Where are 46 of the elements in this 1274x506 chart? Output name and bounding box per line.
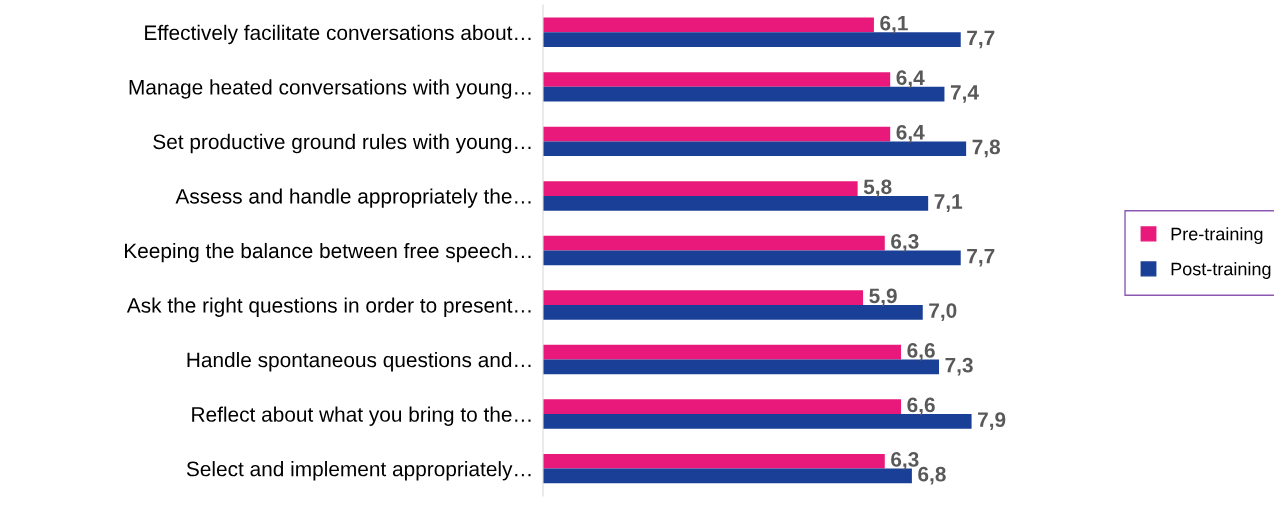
data-label: 6,6 (907, 343, 935, 361)
data-label: 6,4 (896, 70, 925, 89)
bar (543, 290, 864, 306)
y-tick-label: Assess and handle appropriately the… (175, 188, 531, 208)
bar (543, 399, 902, 415)
data-label: 7,4 (950, 85, 979, 103)
y-tick-label: Handle spontaneous questions and… (187, 351, 531, 372)
data-label: 7,9 (978, 412, 1006, 431)
y-tick-label: Effectively facilitate conversations about… (145, 24, 531, 45)
bar (543, 250, 961, 266)
y-tick-label: Ask the right questions in order to present… (126, 297, 531, 317)
data-label: 6,4 (896, 124, 925, 143)
bar (543, 305, 923, 320)
data-label: 7,7 (967, 30, 995, 49)
data-label: 6,6 (907, 397, 935, 416)
y-tick-label: Keeping the balance between free speech… (125, 242, 531, 263)
data-label: 7,1 (934, 194, 963, 212)
bar (543, 181, 858, 196)
bar (543, 235, 885, 251)
data-label: 7,8 (972, 139, 1001, 158)
data-label: 6,1 (880, 15, 908, 34)
y-tick-label: Reflect about what you bring to the… (192, 406, 531, 426)
bar (543, 86, 945, 102)
legend-label: Pre-training (1171, 227, 1263, 244)
bar (543, 453, 885, 469)
data-label: 6,3 (891, 233, 919, 252)
bar (543, 359, 940, 375)
bar (543, 32, 961, 48)
data-label: 7,3 (945, 357, 973, 376)
data-label: 5,9 (869, 288, 897, 307)
bar (543, 17, 874, 33)
bar (543, 126, 891, 142)
bar (543, 414, 972, 429)
y-tick-label: Manage heated conversations with young… (129, 79, 531, 99)
data-label: 7,0 (929, 303, 957, 321)
bar (543, 468, 912, 484)
bar (543, 72, 891, 87)
bar (543, 141, 967, 157)
bar (543, 344, 902, 360)
y-tick-label: Select and implement appropriately… (186, 461, 531, 481)
data-label: 7,7 (967, 248, 995, 267)
data-label: 5,8 (863, 179, 892, 198)
y-tick-label: Set productive ground rules with young… (153, 133, 531, 154)
data-label: 6,8 (918, 466, 946, 485)
data-label: 6,3 (891, 452, 919, 470)
legend-label: Post-training (1171, 262, 1271, 279)
